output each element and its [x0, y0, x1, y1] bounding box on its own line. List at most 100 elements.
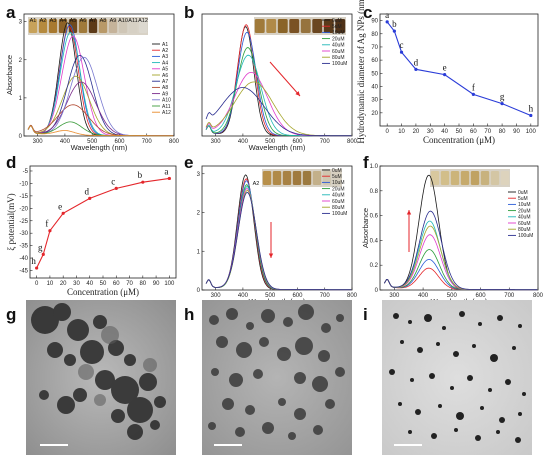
y-tick-label: -35: [19, 244, 28, 250]
legend-entry: A8: [162, 85, 168, 91]
y-tick-label: -15: [19, 194, 28, 200]
y-tick-label: 0.8: [370, 189, 379, 195]
vial: [430, 171, 440, 185]
data-point: [471, 92, 475, 96]
data-point: [41, 252, 45, 256]
series-line: [36, 177, 170, 269]
panel-label-d: d: [6, 153, 16, 172]
legend-entry: 100uM: [518, 233, 533, 239]
series-line-80uM: [205, 81, 352, 137]
vial: [118, 19, 128, 33]
x-axis-label: Wavelength (nm): [71, 143, 128, 152]
x-tick-label: 10: [398, 129, 405, 135]
y-tick-label: 80: [371, 32, 378, 38]
x-tick-label: 0: [35, 281, 39, 287]
chart-c-hydrodynamic-diameter: 0 10 20 30 40 50 60 70 80 90 100 20 30 40 50 60 70 80 90 Co…: [356, 0, 539, 145]
legend-entry: 40uM: [332, 43, 345, 49]
vial: [98, 19, 108, 33]
data-point: [414, 67, 418, 71]
series-line-0uM: [205, 174, 352, 291]
series-line-20uM: [205, 184, 352, 291]
x-tick-label: 0: [386, 129, 390, 135]
vial: [500, 171, 510, 185]
legend-entry: 40uM: [332, 193, 345, 199]
x-tick-label: 800: [169, 139, 180, 145]
x-tick-label: 300: [33, 139, 44, 145]
vial: [266, 19, 277, 33]
x-tick-label: 80: [499, 129, 506, 135]
x-tick-label: 700: [320, 293, 331, 299]
data-point: [88, 196, 92, 200]
y-tick-label: -5: [23, 169, 29, 175]
legend-entry: 80uM: [332, 205, 345, 211]
vial: [88, 19, 98, 33]
vial: [335, 19, 346, 33]
vial: [28, 19, 38, 33]
y-tick-label: 40: [371, 84, 378, 90]
series-line-A3: [27, 24, 174, 137]
y-axis-label: Hydrodynamic diameter of Ag NPs (nm): [356, 0, 366, 144]
plot-frame: [23, 13, 175, 137]
data-point: [167, 176, 171, 181]
plot-frame: [379, 165, 539, 291]
legend-entry: 20uM: [332, 36, 345, 42]
point-label: c: [111, 176, 115, 186]
vial-photo: [430, 169, 510, 187]
vial-label: A5: [70, 18, 77, 24]
y-tick-label: -40: [19, 256, 28, 262]
data-point: [385, 20, 389, 24]
vial: [108, 19, 118, 33]
y-tick-label: -30: [19, 231, 28, 237]
data-point: [114, 186, 118, 190]
x-tick-label: 60: [470, 129, 477, 135]
vial: [300, 19, 311, 33]
y-tick-label: 1.0: [370, 164, 379, 170]
series-line: [386, 21, 532, 116]
x-axis-label: Concentration (μM): [67, 287, 139, 297]
panel-label-b: b: [184, 3, 194, 22]
point-label: g: [38, 242, 43, 252]
series-line-60uM: [205, 71, 352, 137]
series-line-40uM: [205, 186, 352, 291]
data-point: [48, 229, 52, 233]
x-tick-label: 80: [139, 281, 146, 287]
point-label: e: [58, 201, 62, 211]
vial: [312, 171, 322, 185]
legend-entry: A6: [162, 73, 168, 79]
y-tick-label: 0.2: [370, 263, 379, 269]
x-tick-label: 40: [86, 281, 93, 287]
series-line-10uM: [205, 180, 352, 291]
y-tick-label: 30: [371, 98, 378, 104]
series-line-A6: [27, 75, 174, 137]
legend-entry: 0uM: [332, 18, 342, 24]
vial: [490, 171, 500, 185]
legend-entry: 10uM: [332, 180, 345, 186]
legend-entry: A11: [162, 104, 171, 110]
trend-arrow-head: [268, 253, 274, 258]
vial: [289, 19, 300, 33]
x-tick-label: 600: [114, 139, 125, 145]
vial-label: A11: [128, 18, 137, 24]
legend-entry: A3: [162, 54, 168, 60]
series-line-A12: [27, 125, 174, 137]
data-point: [141, 180, 145, 184]
point-label: b: [138, 170, 143, 180]
point-label: h: [529, 103, 534, 113]
vial: [322, 171, 332, 185]
y-tick-label: -10: [19, 181, 28, 187]
x-tick-label: 500: [265, 293, 276, 299]
legend-entry: A9: [162, 91, 168, 97]
legend-entry: 0uM: [518, 190, 528, 196]
vial: [277, 19, 288, 33]
vial-label: A10: [118, 18, 128, 24]
x-tick-label: 50: [456, 129, 463, 135]
vial: [128, 19, 138, 33]
x-tick-label: 400: [238, 293, 249, 299]
vial: [332, 171, 342, 185]
tem-image-i: [382, 300, 532, 455]
x-tick-label: 50: [100, 281, 107, 287]
x-tick-label: 500: [447, 293, 458, 299]
trend-arrow: [269, 61, 301, 97]
data-point: [500, 102, 504, 106]
series-line-5uM: [205, 178, 352, 291]
